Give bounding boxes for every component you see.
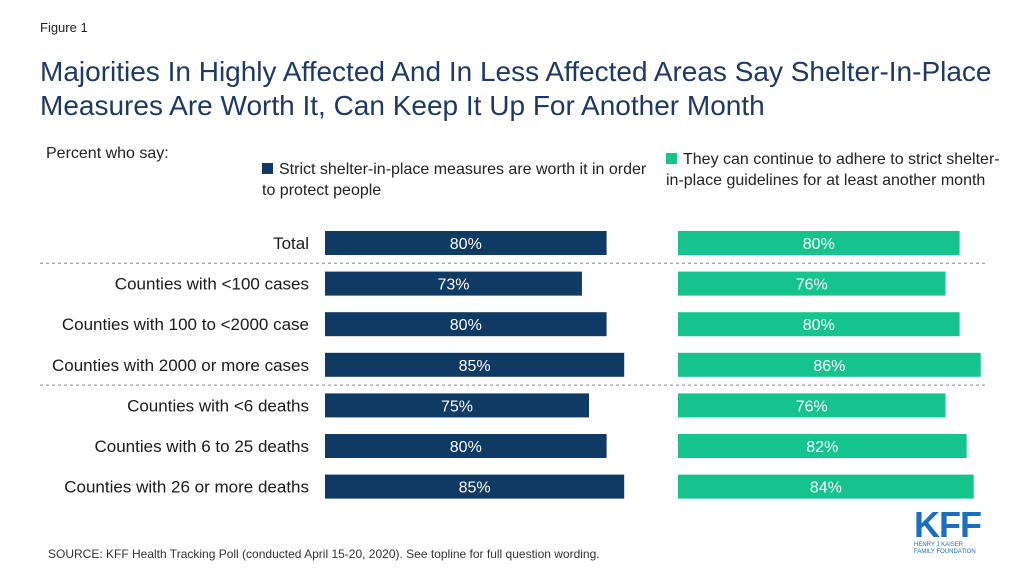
data-label-series-1: 73%: [437, 277, 469, 294]
data-label-series-1: 80%: [450, 439, 482, 456]
data-label-series-2: 82%: [806, 439, 838, 456]
bar-series-2: [678, 271, 946, 296]
chart-title: Majorities In Highly Affected And In Les…: [40, 56, 992, 121]
chart-subtitle: Percent who say:: [46, 145, 169, 162]
data-label-series-1: 85%: [459, 358, 491, 375]
data-label-series-1: 85%: [459, 480, 491, 497]
category-label: Counties with <6 deaths: [127, 396, 309, 415]
kff-logo: KFF HENRY J KAISER FAMILY FOUNDATION: [914, 504, 994, 556]
data-label-series-2: 80%: [803, 236, 835, 253]
legend-label-series-1: Strict shelter-in-place measures are wor…: [262, 161, 647, 199]
bar-series-1: [325, 231, 607, 255]
category-label: Counties with 26 or more deaths: [64, 478, 309, 497]
bar-series-1: [325, 393, 589, 418]
data-label-series-2: 76%: [796, 398, 828, 415]
bar-series-2: [678, 393, 946, 418]
data-label-series-1: 75%: [441, 398, 473, 415]
bar-series-1: [325, 312, 607, 337]
bar-series-1: [325, 474, 625, 499]
bar-series-1: [325, 352, 625, 377]
bar-series-2: [678, 434, 967, 458]
bar-series-1: [325, 271, 582, 296]
bar-series-2: [678, 352, 981, 377]
legend-swatch-series-1: [262, 163, 273, 174]
data-label-series-2: 76%: [796, 277, 828, 294]
legend-label-series-2: They can continue to adhere to strict sh…: [666, 151, 1000, 189]
category-label: Counties with 6 to 25 deaths: [94, 437, 309, 456]
category-label: Counties with <100 cases: [115, 275, 309, 294]
bar-series-2: [678, 474, 974, 499]
data-label-series-2: 86%: [813, 358, 845, 375]
bar-series-2: [678, 312, 960, 337]
logo-subtext: HENRY J KAISER FAMILY FOUNDATION: [914, 542, 976, 555]
category-label: Counties with 2000 or more cases: [52, 356, 309, 375]
data-label-series-2: 84%: [810, 480, 842, 497]
bar-series-1: [325, 434, 607, 458]
data-label-series-1: 80%: [450, 236, 482, 253]
legend-entry-series-2: They can continue to adhere to strict sh…: [666, 149, 1016, 191]
legend-swatch-series-2: [666, 153, 677, 164]
category-label: Counties with 100 to <2000 case: [62, 315, 309, 334]
category-label: Total: [273, 234, 309, 253]
figure-label: Figure 1: [40, 20, 88, 35]
legend-entry-series-1: Strict shelter-in-place measures are wor…: [262, 159, 662, 201]
data-label-series-1: 80%: [450, 317, 482, 334]
logo-wordmark: KFF: [914, 504, 982, 545]
source-note: SOURCE: KFF Health Tracking Poll (conduc…: [48, 547, 600, 561]
data-label-series-2: 80%: [803, 317, 835, 334]
bar-series-2: [678, 231, 960, 255]
